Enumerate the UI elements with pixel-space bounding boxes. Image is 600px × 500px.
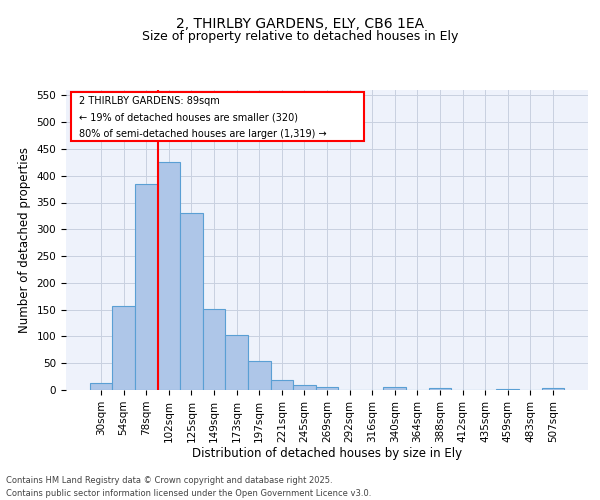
Bar [90, 383, 112, 390]
Bar [112, 306, 135, 390]
X-axis label: Distribution of detached houses by size in Ely: Distribution of detached houses by size … [192, 448, 462, 460]
Bar [383, 388, 406, 390]
Bar [135, 184, 158, 390]
Bar [271, 380, 293, 390]
Text: 80% of semi-detached houses are larger (1,319) →: 80% of semi-detached houses are larger (… [79, 129, 326, 139]
Text: 2 THIRLBY GARDENS: 89sqm: 2 THIRLBY GARDENS: 89sqm [79, 96, 220, 106]
Bar [203, 308, 226, 390]
Bar [496, 389, 519, 390]
Bar [158, 162, 180, 390]
Bar [542, 388, 564, 390]
Bar [428, 388, 451, 390]
Bar [293, 384, 316, 390]
Text: Contains HM Land Registry data © Crown copyright and database right 2025.
Contai: Contains HM Land Registry data © Crown c… [6, 476, 371, 498]
Bar [180, 213, 203, 390]
Bar [226, 335, 248, 390]
Bar [316, 388, 338, 390]
Text: 2, THIRLBY GARDENS, ELY, CB6 1EA: 2, THIRLBY GARDENS, ELY, CB6 1EA [176, 18, 424, 32]
FancyBboxPatch shape [71, 92, 364, 141]
Text: ← 19% of detached houses are smaller (320): ← 19% of detached houses are smaller (32… [79, 112, 298, 122]
Text: Size of property relative to detached houses in Ely: Size of property relative to detached ho… [142, 30, 458, 43]
Y-axis label: Number of detached properties: Number of detached properties [18, 147, 31, 333]
Bar [248, 360, 271, 390]
